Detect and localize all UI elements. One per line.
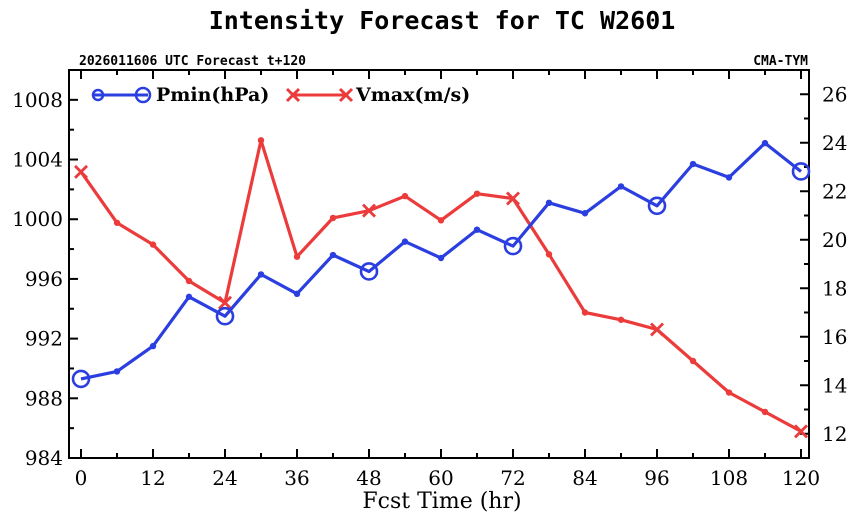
y-right-tick-label: 24 xyxy=(822,131,847,155)
legend-vmax-marker xyxy=(338,87,354,103)
y-right-tick-label: 16 xyxy=(822,325,847,349)
y-left-tick-label: 984 xyxy=(25,446,63,470)
pmin-point xyxy=(329,251,337,259)
pmin-point xyxy=(149,342,157,350)
vmax-point xyxy=(362,203,376,218)
pmin-point xyxy=(725,174,733,181)
y-left-tick-label: 988 xyxy=(25,386,63,410)
pmin-point xyxy=(113,368,121,375)
legend-vmax-label: Vmax(m/s) xyxy=(355,84,470,106)
pmin-point xyxy=(689,160,697,168)
pmin-point xyxy=(359,262,379,281)
x-tick-label: 84 xyxy=(572,466,597,490)
plot-frame xyxy=(68,69,810,459)
x-tick-label: 108 xyxy=(710,466,748,490)
vmax-point xyxy=(149,241,157,248)
x-tick-label: 24 xyxy=(212,466,237,490)
x-tick-label: 0 xyxy=(75,466,88,490)
pmin-point xyxy=(647,196,667,216)
y-right-tick-label: 22 xyxy=(822,179,847,203)
chart-subtitle-left: 2026011606 UTC Forecast t+120 xyxy=(79,54,306,69)
vmax-point xyxy=(617,316,625,323)
y-left-tick-label: 1000 xyxy=(12,207,63,231)
vmax-point xyxy=(506,191,520,206)
pmin-point xyxy=(545,199,553,207)
x-tick-label: 60 xyxy=(428,466,453,490)
vmax-point xyxy=(74,164,88,179)
legend-pmin-marker xyxy=(91,88,105,102)
vmax-point xyxy=(689,357,697,365)
y-left-tick-label: 992 xyxy=(25,327,63,351)
vmax-point xyxy=(761,408,769,416)
x-axis-label: Fcst Time (hr) xyxy=(362,489,521,514)
y-right-tick-label: 14 xyxy=(822,373,847,397)
pmin-point xyxy=(257,271,265,278)
y-right-tick-label: 12 xyxy=(822,422,847,446)
y-right-tick-label: 20 xyxy=(822,228,847,252)
pmin-point xyxy=(437,254,445,262)
pmin-point xyxy=(215,306,235,326)
x-tick-label: 72 xyxy=(500,466,525,490)
legend: Pmin(hPa) Vmax(m/s) xyxy=(91,84,470,106)
vmax-point xyxy=(401,192,409,200)
x-tick-label: 120 xyxy=(782,466,820,490)
legend-vmax-marker xyxy=(285,87,301,103)
series-line-vmax xyxy=(79,138,802,433)
series-layer xyxy=(71,137,811,439)
vmax-point xyxy=(794,424,808,439)
x-tick-label: 96 xyxy=(644,466,669,490)
chart-subtitle-right: CMA-TYM xyxy=(753,54,808,69)
y-left-tick-label: 996 xyxy=(25,267,63,291)
pmin-point xyxy=(617,183,625,190)
y-right-tick-label: 18 xyxy=(822,276,847,300)
pmin-point xyxy=(761,139,769,147)
pmin-point xyxy=(791,162,811,181)
legend-pmin-label: Pmin(hPa) xyxy=(156,84,269,106)
chart-title: Intensity Forecast for TC W2601 xyxy=(209,6,676,35)
x-tick-label: 48 xyxy=(356,466,381,490)
vmax-point xyxy=(329,214,337,222)
vmax-point xyxy=(113,219,121,226)
vmax-point xyxy=(257,137,265,144)
axes: 0 12 24 36 48 60 72 84 96 108 120 984 988 992 996 1000 1… xyxy=(12,69,847,490)
y-left-tick-label: 1004 xyxy=(12,148,63,172)
x-tick-label: 12 xyxy=(140,466,165,490)
pmin-point xyxy=(503,236,523,256)
vmax-point xyxy=(293,253,301,260)
vmax-point xyxy=(437,217,445,224)
vmax-point xyxy=(581,309,589,316)
vmax-point xyxy=(473,190,481,197)
x-tick-label: 36 xyxy=(284,466,309,490)
vmax-point xyxy=(650,322,664,337)
vmax-point xyxy=(218,295,232,310)
y-left-tick-label: 1008 xyxy=(12,88,63,112)
legend-pmin-marker xyxy=(134,86,152,104)
pmin-point xyxy=(293,290,301,298)
vmax-point xyxy=(185,277,193,285)
vmax-point xyxy=(725,389,733,396)
pmin-point xyxy=(581,210,589,217)
pmin-point xyxy=(185,293,193,301)
pmin-point xyxy=(401,238,409,245)
vmax-point xyxy=(545,251,553,258)
pmin-point xyxy=(473,226,481,233)
pmin-point xyxy=(71,369,91,389)
y-right-tick-label: 26 xyxy=(822,82,847,106)
